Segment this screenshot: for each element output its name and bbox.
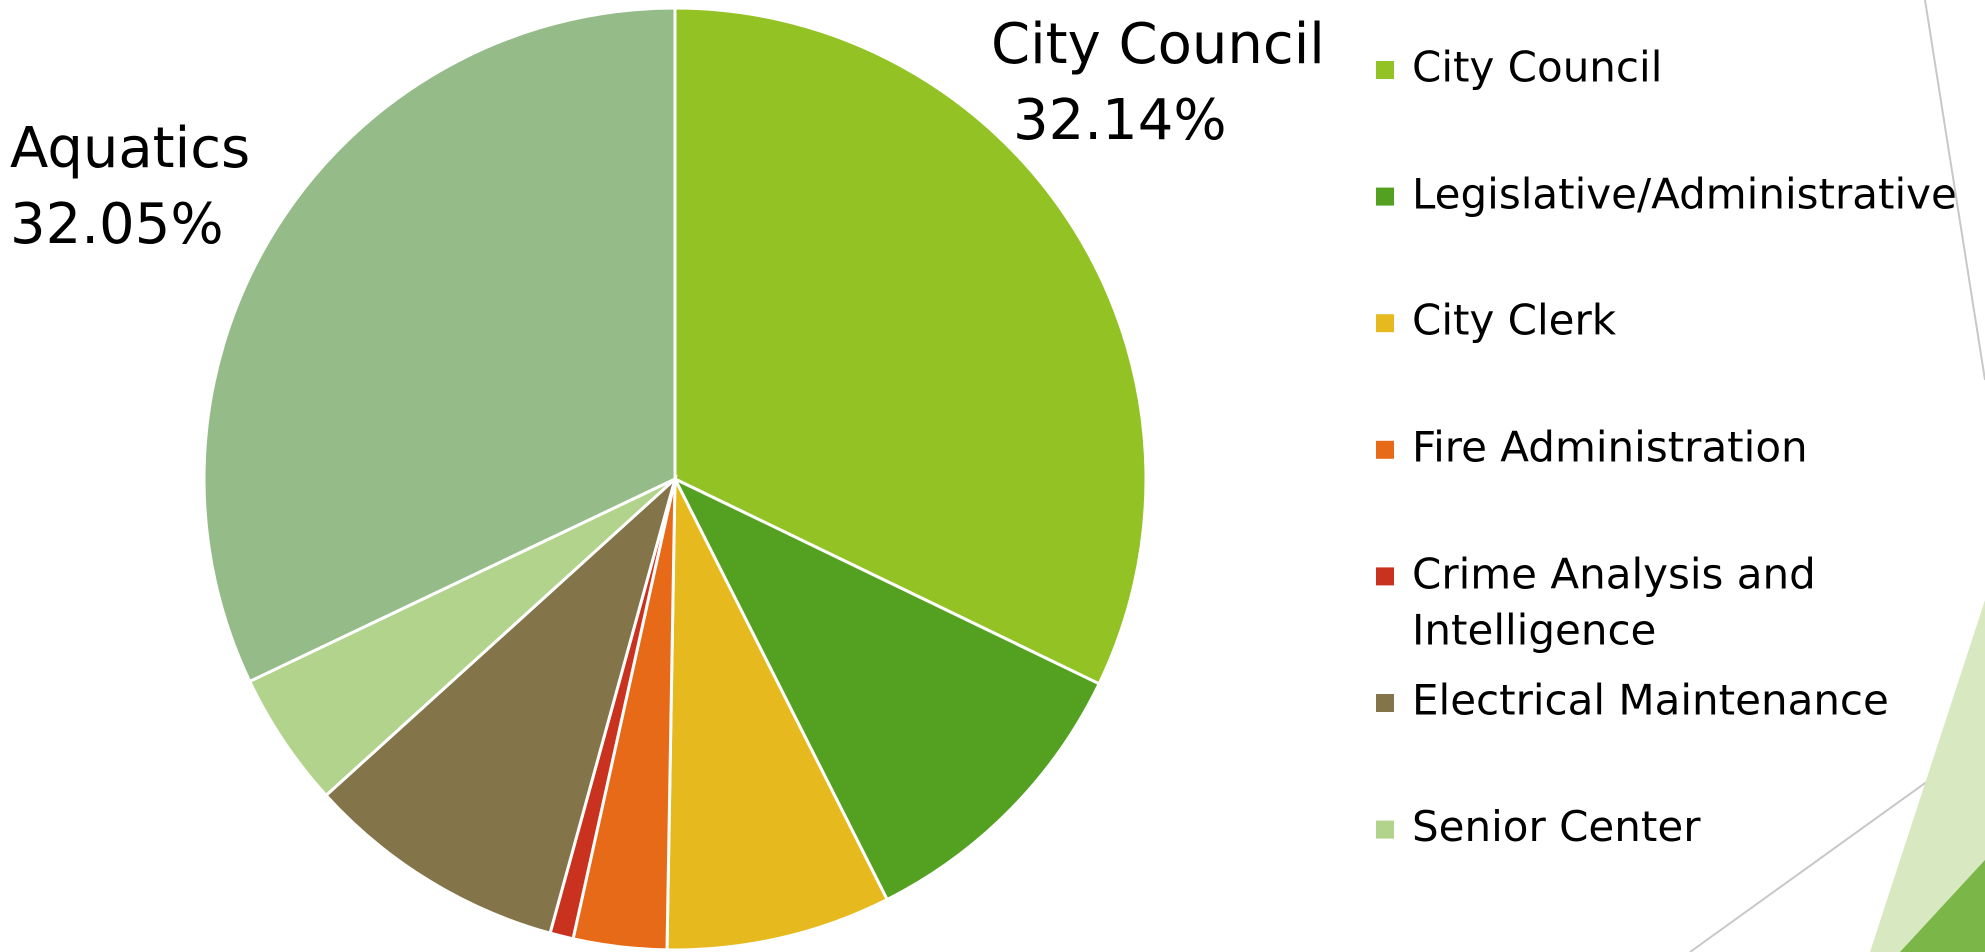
pie-slice (673, 6, 1148, 686)
legend-swatch (1376, 694, 1394, 712)
legend-swatch (1376, 820, 1394, 839)
legend: City Council Legislative/Administrative Ci… (1376, 43, 1957, 851)
legend-swatch (1376, 440, 1394, 459)
pie-slice (323, 474, 678, 935)
legend-label: Senior Center (1412, 802, 1701, 851)
legend-swatch (1376, 314, 1394, 333)
legend-label: City Council (1412, 43, 1662, 92)
data-label-name: Aquatics (10, 116, 250, 181)
pie-slice (665, 478, 890, 952)
pie (202, 6, 1148, 952)
legend-swatch (1376, 567, 1394, 586)
data-label-value: 32.14% (1013, 88, 1227, 153)
data-label-value: 32.05% (10, 192, 224, 257)
legend-label: Crime Analysis and Intelligence (1412, 549, 1816, 654)
legend-swatch (1376, 61, 1394, 79)
data-labels: City Council 32.14% Aquatics 32.05% (10, 12, 1325, 257)
legend-label: Fire Administration (1412, 422, 1808, 471)
pie-slice (202, 6, 677, 684)
data-label-name: City Council (991, 12, 1325, 77)
legend-label: Legislative/Administrative (1412, 169, 1957, 218)
background-decoration (1689, 0, 1985, 952)
legend-swatch (1376, 187, 1394, 206)
pie-slice (671, 475, 1102, 902)
legend-label: Electrical Maintenance (1412, 676, 1889, 725)
legend-label: City Clerk (1412, 296, 1617, 345)
